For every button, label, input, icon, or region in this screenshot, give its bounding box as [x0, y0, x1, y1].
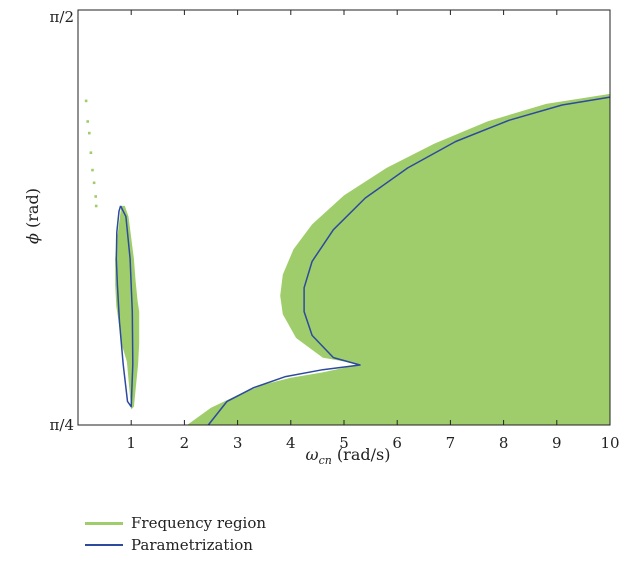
chart-plot: π/2 π/4 1 2 3 4 5 6 7 8 9 10 ωcn (rad/s) ϕ (rad) [23, 8, 620, 467]
x-axis-label: ωcn (rad/s) [306, 445, 391, 467]
legend-item-frequency-region: Frequency region [85, 512, 266, 534]
x-tick-label: 7 [446, 434, 456, 452]
legend-swatch-region [85, 521, 123, 525]
region-dot [92, 181, 96, 185]
x-tick-label: 10 [600, 434, 619, 452]
legend-item-parametrization: Parametrization [85, 534, 266, 556]
x-tick-label: 1 [126, 434, 136, 452]
legend-swatch-curve [85, 544, 123, 546]
plot-area [84, 93, 611, 426]
region-dot [84, 99, 88, 103]
y-tick-label-top: π/2 [50, 8, 74, 26]
axes [77, 9, 611, 426]
x-tick-label: 9 [552, 434, 562, 452]
region-dot [89, 151, 93, 154]
legend-label-region: Frequency region [131, 514, 267, 532]
region-dot [94, 204, 98, 208]
x-tick-labels: 1 2 3 4 5 6 7 8 9 10 [126, 434, 619, 452]
region-dot [88, 131, 91, 135]
x-axis-symbol: ω [306, 445, 319, 464]
y-axis-unit: (rad) [23, 188, 42, 233]
parametrization-branch [207, 96, 611, 426]
x-axis-unit: (rad/s) [332, 445, 391, 464]
x-tick-label: 3 [233, 434, 243, 452]
region-dot [86, 120, 89, 123]
region-dot [94, 195, 97, 198]
legend-label-curve: Parametrization [131, 536, 253, 554]
region-dot [91, 168, 94, 172]
y-axis-label: ϕ (rad) [23, 188, 42, 244]
x-tick-label: 6 [392, 434, 402, 452]
x-tick-label: 2 [180, 434, 190, 452]
y-axis-symbol: ϕ [23, 233, 42, 244]
y-tick-label-bottom: π/4 [50, 416, 74, 434]
x-tick-label: 8 [499, 434, 509, 452]
parametrization-loop [115, 205, 134, 408]
legend: Frequency region Parametrization [85, 512, 266, 556]
x-tick-label: 4 [286, 434, 296, 452]
x-tick-label: 5 [339, 434, 349, 452]
x-axis-subscript: cn [319, 454, 332, 467]
region-right-branch [187, 93, 610, 426]
